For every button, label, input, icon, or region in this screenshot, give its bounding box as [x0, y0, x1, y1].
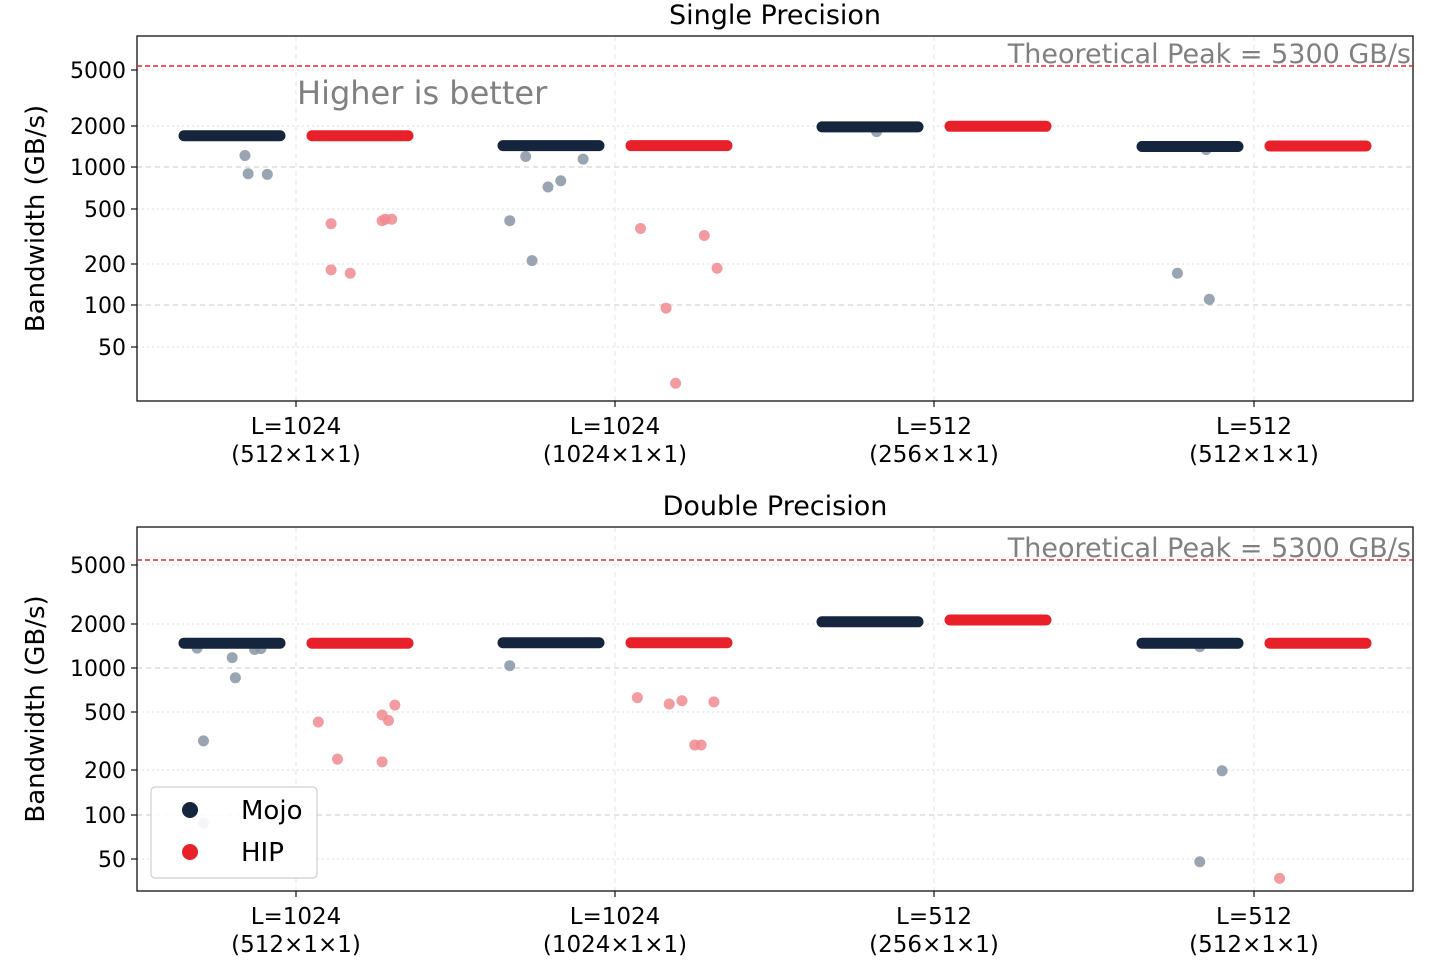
data-point-hip — [312, 716, 324, 728]
data-point-mojo — [504, 660, 516, 672]
legend-label-mojo: Mojo — [241, 796, 302, 826]
legend-label-hip: HIP — [241, 838, 284, 868]
data-point-hip — [344, 267, 356, 279]
data-point-mojo — [239, 150, 251, 162]
data-point-mojo — [229, 672, 241, 684]
data-point-hip — [376, 756, 388, 768]
x-tick-label: (1024×1×1) — [543, 442, 687, 468]
data-point-mojo — [526, 255, 538, 267]
x-tick-label: L=512 — [896, 414, 972, 440]
y-tick-label: 50 — [98, 848, 126, 873]
data-point-mojo — [1216, 765, 1228, 777]
y-tick-label: 5000 — [70, 554, 126, 579]
x-tick-label: (512×1×1) — [231, 442, 361, 468]
theoretical-peak-label: Theoretical Peak = 5300 GB/s — [1007, 533, 1411, 564]
y-axis-label: Bandwidth (GB/s) — [21, 595, 51, 822]
y-tick-label: 100 — [84, 804, 126, 829]
data-point-hip — [631, 692, 643, 704]
x-tick-label: L=512 — [1216, 414, 1292, 440]
data-point-hip — [695, 739, 707, 751]
x-tick-label: (1024×1×1) — [543, 932, 687, 958]
data-point-hip — [663, 698, 675, 710]
data-point-hip — [325, 218, 337, 230]
y-axis-label: Bandwidth (GB/s) — [21, 105, 51, 332]
y-tick-label: 1000 — [70, 156, 126, 181]
chart-title: Single Precision — [669, 0, 881, 31]
y-tick-label: 2000 — [70, 115, 126, 140]
data-point-mojo — [1194, 856, 1206, 868]
plot-frame — [136, 526, 1414, 892]
chart-title: Double Precision — [663, 491, 888, 522]
x-tick-label: L=1024 — [570, 414, 661, 440]
data-point-mojo — [1171, 267, 1183, 279]
data-point-hip — [660, 302, 672, 314]
data-point-hip — [676, 695, 688, 707]
x-tick-label: L=1024 — [570, 904, 661, 930]
y-tick-label: 1000 — [70, 657, 126, 682]
legend-marker-mojo — [182, 802, 198, 818]
y-tick-label: 200 — [84, 759, 126, 784]
data-point-mojo — [542, 181, 554, 193]
x-tick-label: (256×1×1) — [869, 932, 999, 958]
data-point-hip — [698, 229, 710, 241]
data-point-hip — [670, 377, 682, 389]
data-point-mojo — [242, 168, 254, 180]
y-tick-label: 2000 — [70, 613, 126, 638]
x-tick-label: L=512 — [896, 904, 972, 930]
data-point-hip — [325, 264, 337, 276]
chart-panel-1: 50100200500100020005000L=1024(512×1×1)L=… — [21, 0, 1414, 468]
x-tick-label: L=1024 — [251, 904, 342, 930]
plot-frame — [136, 35, 1414, 402]
y-tick-label: 200 — [84, 253, 126, 278]
annotation: Higher is better — [297, 74, 548, 112]
data-point-hip — [386, 213, 398, 225]
data-point-mojo — [577, 153, 589, 165]
data-point-hip — [635, 222, 647, 234]
x-tick-label: L=1024 — [251, 414, 342, 440]
chart-panel-2: 50100200500100020005000L=1024(512×1×1)L=… — [21, 491, 1414, 958]
data-point-hip — [1274, 872, 1286, 884]
y-tick-label: 5000 — [70, 59, 126, 84]
y-tick-label: 100 — [84, 294, 126, 319]
data-point-mojo — [504, 215, 516, 227]
legend-marker-hip — [182, 844, 198, 860]
y-tick-label: 500 — [84, 198, 126, 223]
data-point-mojo — [226, 652, 238, 664]
y-tick-label: 50 — [98, 336, 126, 361]
data-point-hip — [331, 753, 343, 765]
data-point-mojo — [555, 175, 567, 187]
data-point-mojo — [520, 151, 532, 163]
data-point-mojo — [261, 168, 273, 180]
data-point-mojo — [197, 735, 209, 747]
data-point-hip — [708, 696, 720, 708]
x-tick-label: (512×1×1) — [1189, 932, 1319, 958]
legend: Mojo HIP — [150, 786, 318, 879]
x-tick-label: (256×1×1) — [869, 442, 999, 468]
x-tick-label: (512×1×1) — [1189, 442, 1319, 468]
x-tick-label: (512×1×1) — [231, 932, 361, 958]
data-point-hip — [711, 262, 723, 274]
x-tick-label: L=512 — [1216, 904, 1292, 930]
data-point-hip — [389, 699, 401, 711]
data-point-hip — [383, 715, 395, 727]
y-tick-label: 500 — [84, 701, 126, 726]
theoretical-peak-label: Theoretical Peak = 5300 GB/s — [1007, 39, 1411, 70]
data-point-mojo — [1203, 293, 1215, 305]
